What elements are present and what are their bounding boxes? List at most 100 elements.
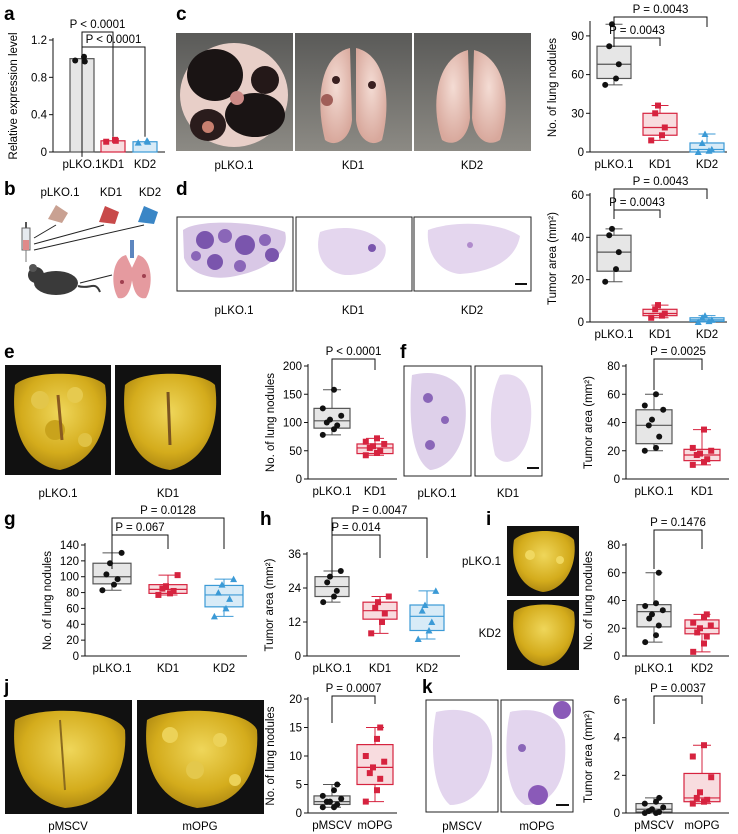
data-point-a	[144, 138, 152, 145]
p-value-k: P = 0.0037	[650, 683, 706, 695]
y-axis-title-e: No. of lung nodules	[265, 373, 277, 472]
y-tick-label-h: 36	[288, 549, 301, 561]
panel-label-g: g	[4, 509, 16, 530]
x-tick-label-c: KD1	[649, 159, 671, 171]
data-point-f	[641, 447, 648, 454]
data-point-d	[661, 310, 668, 317]
data-point-g	[170, 587, 177, 594]
schematic-b: pLKO.1 KD1 KD2	[21, 187, 161, 299]
data-point-g	[155, 591, 162, 598]
data-point-h	[432, 587, 440, 594]
y-tick-label-g: 80	[66, 588, 79, 600]
data-point-j	[331, 787, 337, 794]
data-point-k	[693, 794, 700, 801]
significance-bracket-a	[81, 46, 146, 157]
significance-bracket-j	[331, 695, 376, 723]
p-value-h: P = 0.0047	[352, 505, 408, 517]
x-tick-label-c: KD2	[696, 159, 718, 171]
panel-label-a: a	[4, 4, 15, 25]
caption-e-kd1: KD1	[157, 488, 179, 500]
x-tick-label-g: KD2	[213, 663, 235, 675]
data-point-i	[703, 633, 710, 640]
data-point-h	[337, 568, 344, 574]
data-point-h	[331, 593, 337, 600]
caption-f-plko: pLKO.1	[418, 488, 457, 500]
data-point-k	[689, 800, 696, 807]
data-point-k	[701, 798, 707, 805]
y-tick-label-j: 5	[296, 780, 302, 792]
y-tick-label-i: 40	[607, 596, 620, 608]
significance-bracket-f	[653, 358, 703, 390]
schematic-label-kd2: KD2	[139, 187, 161, 199]
cell-kd1-icon	[99, 206, 119, 224]
data-point-f	[641, 402, 648, 409]
data-point-f	[693, 451, 700, 458]
data-point-j	[334, 781, 341, 788]
x-tick-label-d: KD1	[649, 329, 671, 341]
chart-h: 0 12 24 36 Tumor area (mm²) pLKO.1 KD1 KD2 P = 0…	[264, 505, 460, 675]
p-value-a: P < 0.0001	[86, 34, 142, 46]
y-axis-title-a: Relative expression level	[8, 32, 20, 159]
x-tick-label-f: pLKO.1	[635, 486, 674, 498]
p-value-g: P = 0.0128	[140, 505, 196, 517]
data-point-c	[701, 130, 709, 137]
x-tick-label-h: KD1	[369, 663, 391, 675]
data-point-i	[690, 648, 697, 655]
data-point-h	[375, 599, 381, 606]
data-point-j	[374, 735, 380, 742]
data-point-c	[661, 124, 668, 131]
y-tick-label-d: 60	[571, 190, 584, 202]
p-value-d: P = 0.0043	[609, 197, 665, 209]
data-point-j	[338, 795, 345, 802]
data-point-g	[99, 587, 106, 594]
x-tick-label-a: KD1	[102, 159, 124, 171]
syringe-icon	[21, 222, 31, 262]
data-point-i	[707, 622, 714, 629]
data-point-d	[615, 249, 622, 256]
data-point-e	[374, 435, 380, 442]
data-point-i	[690, 619, 697, 626]
caption-f-kd1: KD1	[497, 488, 519, 500]
x-tick-label-e: KD1	[364, 486, 386, 498]
x-tick-label-d: pLKO.1	[595, 329, 634, 341]
panel-label-i: i	[486, 509, 491, 530]
data-point-e	[319, 405, 326, 412]
y-tick-label-g: 140	[60, 540, 79, 552]
p-value-j: P = 0.0007	[326, 683, 382, 695]
data-point-g	[118, 549, 125, 556]
panel-label-c: c	[176, 4, 187, 25]
histology-k-mopg	[500, 699, 574, 813]
data-point-e	[362, 438, 369, 445]
data-point-g	[167, 590, 173, 597]
y-tick-label-j: 10	[289, 751, 302, 763]
data-point-k	[656, 794, 663, 801]
y-tick-label-d: 20	[571, 275, 584, 287]
p-value-d: P = 0.0043	[633, 176, 689, 188]
data-point-j	[381, 758, 388, 765]
data-point-i	[655, 569, 662, 576]
data-point-i	[653, 632, 659, 639]
box-c	[689, 142, 725, 153]
chart-a: 0 0.4 0.8 1.2 Relative expression level pLKO.…	[8, 19, 165, 171]
data-point-c	[606, 43, 613, 50]
data-point-i	[642, 639, 649, 646]
data-point-i	[703, 611, 710, 618]
y-tick-label-g: 100	[60, 572, 79, 584]
y-tick-label-d: 40	[571, 232, 584, 244]
data-point-e	[319, 431, 326, 438]
data-point-h	[425, 627, 433, 634]
data-point-a	[103, 138, 110, 145]
y-tick-label-k: 6	[614, 695, 620, 707]
y-tick-label-c: 30	[571, 108, 584, 120]
data-point-d	[652, 306, 659, 313]
y-tick-label-d: 0	[578, 317, 584, 329]
y-axis-title-i: No. of lung nodules	[583, 551, 595, 650]
y-tick-label-c: 60	[571, 70, 584, 82]
y-tick-label-e: 100	[283, 418, 302, 430]
histology-f-kd1	[474, 365, 543, 477]
data-point-f	[656, 433, 663, 440]
data-point-c	[655, 102, 661, 109]
data-point-a	[72, 57, 79, 64]
chart-j: 0 5 10 15 20 No. of lung nodules pMSCV mOPG P = …	[265, 683, 397, 832]
x-tick-label-f: KD1	[691, 486, 713, 498]
